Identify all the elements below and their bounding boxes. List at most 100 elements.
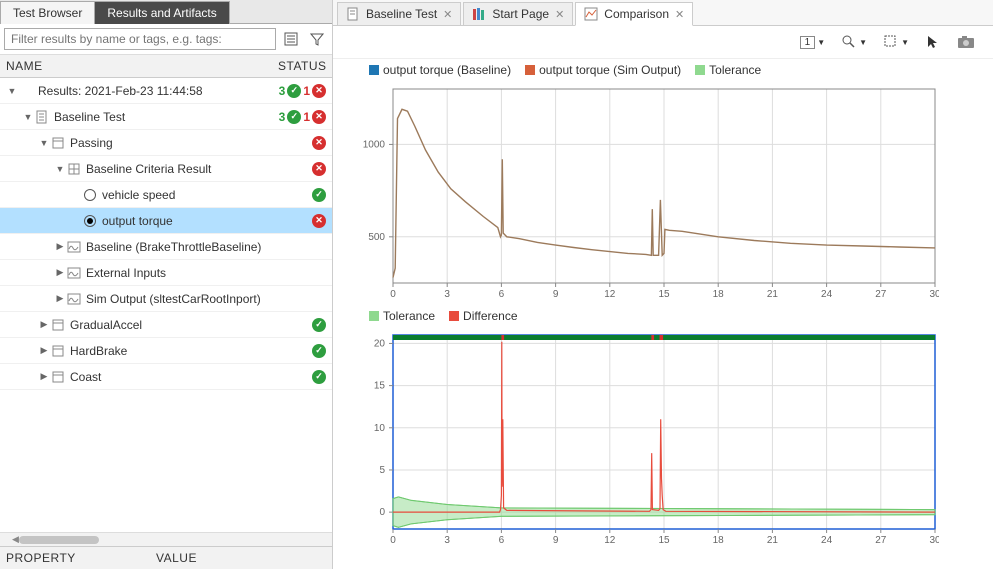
expand-toggle[interactable]: ▶: [54, 267, 66, 278]
col-status: STATUS: [272, 55, 332, 77]
svg-text:21: 21: [767, 289, 779, 300]
doc-tab-label: Start Page: [492, 7, 549, 21]
tree-row[interactable]: ▶HardBrake✓: [0, 338, 332, 364]
tree-row[interactable]: vehicle speed✓: [0, 182, 332, 208]
expand-toggle[interactable]: ▶: [38, 371, 50, 382]
svg-text:5: 5: [379, 465, 385, 476]
zoom-icon[interactable]: ▼: [837, 32, 871, 52]
tree-row[interactable]: ▶ External Inputs: [0, 260, 332, 286]
tree-item-icon: [50, 344, 66, 358]
tree-item-status: ✓: [266, 188, 326, 202]
doc-tab-icon: [346, 7, 360, 21]
doc-tab-label: Baseline Test: [366, 7, 437, 21]
svg-text:21: 21: [767, 535, 779, 546]
left-pane: Test Browser Results and Artifacts NAME …: [0, 0, 333, 569]
tree-item-label: External Inputs: [86, 266, 266, 280]
tree-item-icon: [82, 189, 98, 201]
expand-toggle[interactable]: ▼: [6, 86, 18, 96]
svg-text:12: 12: [604, 289, 616, 300]
tree-item-status: 3✓1✕: [266, 84, 326, 98]
doc-tab-label: Comparison: [604, 7, 669, 21]
close-icon[interactable]: ✕: [675, 8, 684, 21]
svg-text:0: 0: [390, 535, 396, 546]
subplot-selector[interactable]: 1▼: [796, 32, 829, 52]
svg-text:500: 500: [368, 232, 385, 243]
tree-item-status: 3✓1✕: [266, 110, 326, 124]
tree-row[interactable]: ▼Baseline Criteria Result✕: [0, 156, 332, 182]
expand-toggle[interactable]: ▼: [38, 138, 50, 148]
tree-item-label: HardBrake: [70, 344, 266, 358]
tree-item-status: ✓: [266, 318, 326, 332]
tab-results-artifacts[interactable]: Results and Artifacts: [94, 1, 229, 24]
tree-row[interactable]: ▼ Baseline Test3✓1✕: [0, 104, 332, 130]
region-select-icon[interactable]: ▼: [879, 32, 913, 52]
col-value: VALUE: [150, 547, 203, 569]
property-header: PROPERTY VALUE: [0, 546, 332, 569]
tree-item-label: Sim Output (sltestCarRootInport): [86, 292, 266, 306]
tree-row[interactable]: ▶Coast✓: [0, 364, 332, 390]
svg-text:18: 18: [713, 535, 725, 546]
legend-item: output torque (Baseline): [369, 63, 511, 77]
tree-item-label: GradualAccel: [70, 318, 266, 332]
svg-text:1000: 1000: [363, 139, 386, 150]
svg-text:24: 24: [821, 289, 833, 300]
chart2[interactable]: 03691215182124273005101520: [349, 329, 939, 549]
tree-item-icon: [50, 370, 66, 384]
tree-row[interactable]: ▶ Sim Output (sltestCarRootInport): [0, 286, 332, 312]
chart-toolbar: 1▼ ▼ ▼: [333, 26, 993, 59]
legend-item: output torque (Sim Output): [525, 63, 681, 77]
tree-row[interactable]: ▼Results: 2021-Feb-23 11:44:583✓1✕: [0, 78, 332, 104]
svg-text:3: 3: [444, 289, 450, 300]
svg-text:9: 9: [553, 289, 559, 300]
right-pane: Baseline Test ✕ Start Page ✕ Comparison ✕ 1▼ …: [333, 0, 993, 569]
expand-toggle[interactable]: ▶: [54, 241, 66, 252]
expand-toggle[interactable]: ▼: [54, 164, 66, 174]
chart1-legend: output torque (Baseline) output torque (S…: [349, 63, 977, 77]
camera-icon[interactable]: [953, 32, 979, 52]
svg-text:30: 30: [929, 535, 939, 546]
tree-item-icon: [66, 162, 82, 176]
tree-item-icon: [50, 318, 66, 332]
tree-item-label: Baseline Test: [54, 110, 266, 124]
horizontal-scrollbar[interactable]: ◀: [0, 532, 332, 546]
doc-tab-icon: [584, 7, 598, 21]
tree-item-label: Baseline (BrakeThrottleBaseline): [86, 240, 266, 254]
tree-row[interactable]: output torque✕: [0, 208, 332, 234]
close-icon[interactable]: ✕: [555, 8, 564, 21]
tab-test-browser[interactable]: Test Browser: [0, 1, 95, 24]
expand-toggle[interactable]: ▶: [38, 319, 50, 330]
list-icon[interactable]: [280, 28, 302, 50]
expand-toggle[interactable]: ▶: [54, 293, 66, 304]
svg-text:27: 27: [875, 535, 887, 546]
pointer-icon[interactable]: [921, 32, 945, 52]
results-tree: ▼Results: 2021-Feb-23 11:44:583✓1✕▼Basel…: [0, 78, 332, 532]
svg-text:12: 12: [604, 535, 616, 546]
col-property: PROPERTY: [0, 547, 150, 569]
svg-text:30: 30: [929, 289, 939, 300]
svg-text:6: 6: [499, 535, 505, 546]
svg-text:24: 24: [821, 535, 833, 546]
close-icon[interactable]: ✕: [443, 8, 452, 21]
tree-row[interactable]: ▼Passing✕: [0, 130, 332, 156]
document-tabs: Baseline Test ✕ Start Page ✕ Comparison ✕: [333, 0, 993, 26]
doc-tab[interactable]: Comparison ✕: [575, 2, 693, 26]
tree-item-icon: [50, 136, 66, 150]
tree-item-label: vehicle speed: [102, 188, 266, 202]
tree-item-status: ✕: [266, 136, 326, 150]
scrollbar-thumb[interactable]: [19, 536, 99, 544]
expand-toggle[interactable]: ▶: [38, 345, 50, 356]
doc-tab[interactable]: Start Page ✕: [463, 2, 573, 25]
filter-input[interactable]: [4, 28, 276, 50]
expand-toggle[interactable]: ▼: [22, 112, 34, 122]
charts-area: output torque (Baseline) output torque (S…: [333, 59, 993, 569]
chart2-legend: ToleranceDifference: [349, 309, 977, 323]
tree-row[interactable]: ▶ GradualAccel✓: [0, 312, 332, 338]
tree-item-icon: [34, 110, 50, 124]
funnel-icon[interactable]: [306, 28, 328, 50]
chart1[interactable]: 0369121518212427305001000: [349, 83, 939, 303]
doc-tab[interactable]: Baseline Test ✕: [337, 2, 461, 25]
tree-item-status: ✓: [266, 370, 326, 384]
tree-row[interactable]: ▶ Baseline (BrakeThrottleBaseline): [0, 234, 332, 260]
svg-text:0: 0: [379, 507, 385, 518]
tree-item-label: Baseline Criteria Result: [86, 162, 266, 176]
